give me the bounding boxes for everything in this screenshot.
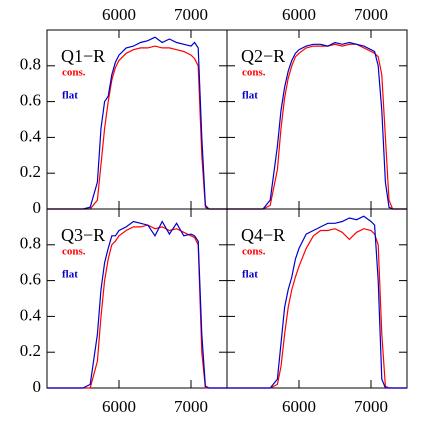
y-tick-label: 0.4 [20, 126, 42, 145]
x-tick-label: 7000 [354, 397, 388, 416]
panel-title: Q3−R [61, 225, 105, 245]
series-line [47, 36, 227, 210]
x-tick-label: 6000 [102, 397, 136, 416]
panel-title: Q4−R [241, 225, 285, 245]
series-line [227, 215, 407, 389]
x-tick-label: 7000 [174, 397, 208, 416]
legend-label: flat [242, 90, 258, 102]
y-tick-label: 0.6 [20, 91, 41, 110]
y-tick-label: 0 [33, 198, 42, 217]
panel-title: Q2−R [241, 46, 285, 66]
legend-label: cons. [242, 67, 266, 79]
legend-label: cons. [62, 67, 86, 79]
y-tick-label: 0.8 [20, 55, 41, 74]
legend-label: cons. [62, 246, 86, 258]
y-tick-label: 0.6 [20, 270, 41, 289]
legend-label: cons. [242, 246, 266, 258]
series-line [227, 228, 407, 389]
x-tick-label: 6000 [282, 397, 316, 416]
panel-title: Q1−R [61, 46, 105, 66]
x-tick-label: 6000 [282, 5, 316, 24]
series-line [47, 45, 227, 210]
x-tick-label: 7000 [174, 5, 208, 24]
legend-label: flat [62, 269, 78, 281]
x-tick-label: 7000 [354, 5, 388, 24]
series-line [227, 41, 407, 210]
legend-label: flat [242, 269, 258, 281]
y-tick-label: 0.2 [20, 162, 41, 181]
y-tick-label: 0 [33, 377, 42, 396]
x-tick-label: 6000 [102, 5, 136, 24]
y-tick-label: 0.4 [20, 305, 42, 324]
plot-frame [226, 208, 408, 389]
y-tick-label: 0.8 [20, 234, 41, 253]
series-line [47, 220, 227, 389]
legend-label: flat [62, 90, 78, 102]
y-tick-label: 0.2 [20, 341, 41, 360]
